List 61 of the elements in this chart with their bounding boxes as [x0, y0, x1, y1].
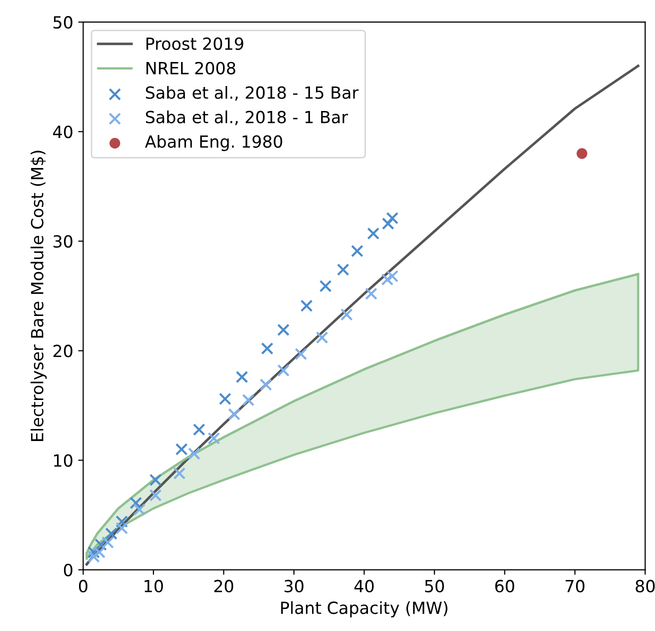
x-tick-label: 10	[144, 580, 163, 592]
point	[382, 217, 394, 230]
point	[365, 288, 378, 300]
point	[94, 538, 107, 551]
legend-label: NREL 2008	[146, 62, 236, 74]
point	[236, 370, 248, 384]
point	[116, 515, 128, 528]
point	[260, 378, 272, 391]
point	[277, 364, 290, 377]
y-axis-title: Electrolyser Bare Module Cost (M$)	[30, 150, 47, 441]
y-tick-label: 20	[53, 344, 72, 358]
point	[242, 394, 254, 406]
legend-label: Saba et al., 2018 - 1 Bar	[146, 110, 348, 126]
point	[367, 227, 380, 240]
x-tick-label: 40	[354, 580, 374, 592]
y-tick-label: 50	[54, 16, 72, 29]
point	[133, 503, 146, 516]
point	[316, 331, 328, 344]
point	[93, 546, 106, 558]
point	[340, 308, 353, 321]
point	[576, 148, 588, 159]
point	[336, 263, 350, 276]
x-tick-label: 70	[566, 580, 584, 592]
x-tick-label: 0	[78, 580, 88, 592]
y-tick-label: 40	[53, 126, 72, 138]
y-tick-label: 10	[54, 454, 72, 467]
point	[381, 273, 394, 286]
point	[105, 527, 118, 540]
point	[116, 522, 128, 534]
point	[261, 342, 274, 355]
point	[149, 474, 162, 486]
legend-label: Abam Eng. 1980	[144, 134, 282, 152]
y-tick-label: 30	[54, 235, 72, 248]
point	[149, 489, 162, 502]
point	[218, 392, 232, 406]
point	[386, 212, 398, 224]
point	[130, 496, 142, 510]
point	[350, 244, 364, 258]
x-tick-label: 50	[425, 580, 444, 592]
point	[175, 443, 188, 456]
point	[102, 536, 114, 549]
point	[173, 467, 186, 480]
x-tick-label: 30	[284, 580, 304, 592]
legend-label: Saba et al., 2018 - 15 Bar	[146, 86, 359, 101]
point	[294, 348, 308, 360]
point	[88, 550, 100, 563]
point	[88, 546, 100, 558]
point	[386, 270, 398, 282]
point	[228, 408, 240, 420]
x-axis-title: Plant Capacity (MW)	[281, 601, 448, 618]
point	[319, 280, 332, 292]
x-tick-label: 80	[636, 580, 655, 592]
x-tick-label: 20	[214, 580, 234, 592]
point	[208, 432, 220, 445]
point	[277, 324, 290, 336]
point	[300, 300, 313, 312]
legend-label: Proost 2019	[146, 37, 244, 50]
y-tick-label: 0	[64, 564, 72, 576]
point	[192, 423, 206, 436]
point	[188, 447, 200, 460]
x-tick-label: 60	[495, 580, 514, 592]
